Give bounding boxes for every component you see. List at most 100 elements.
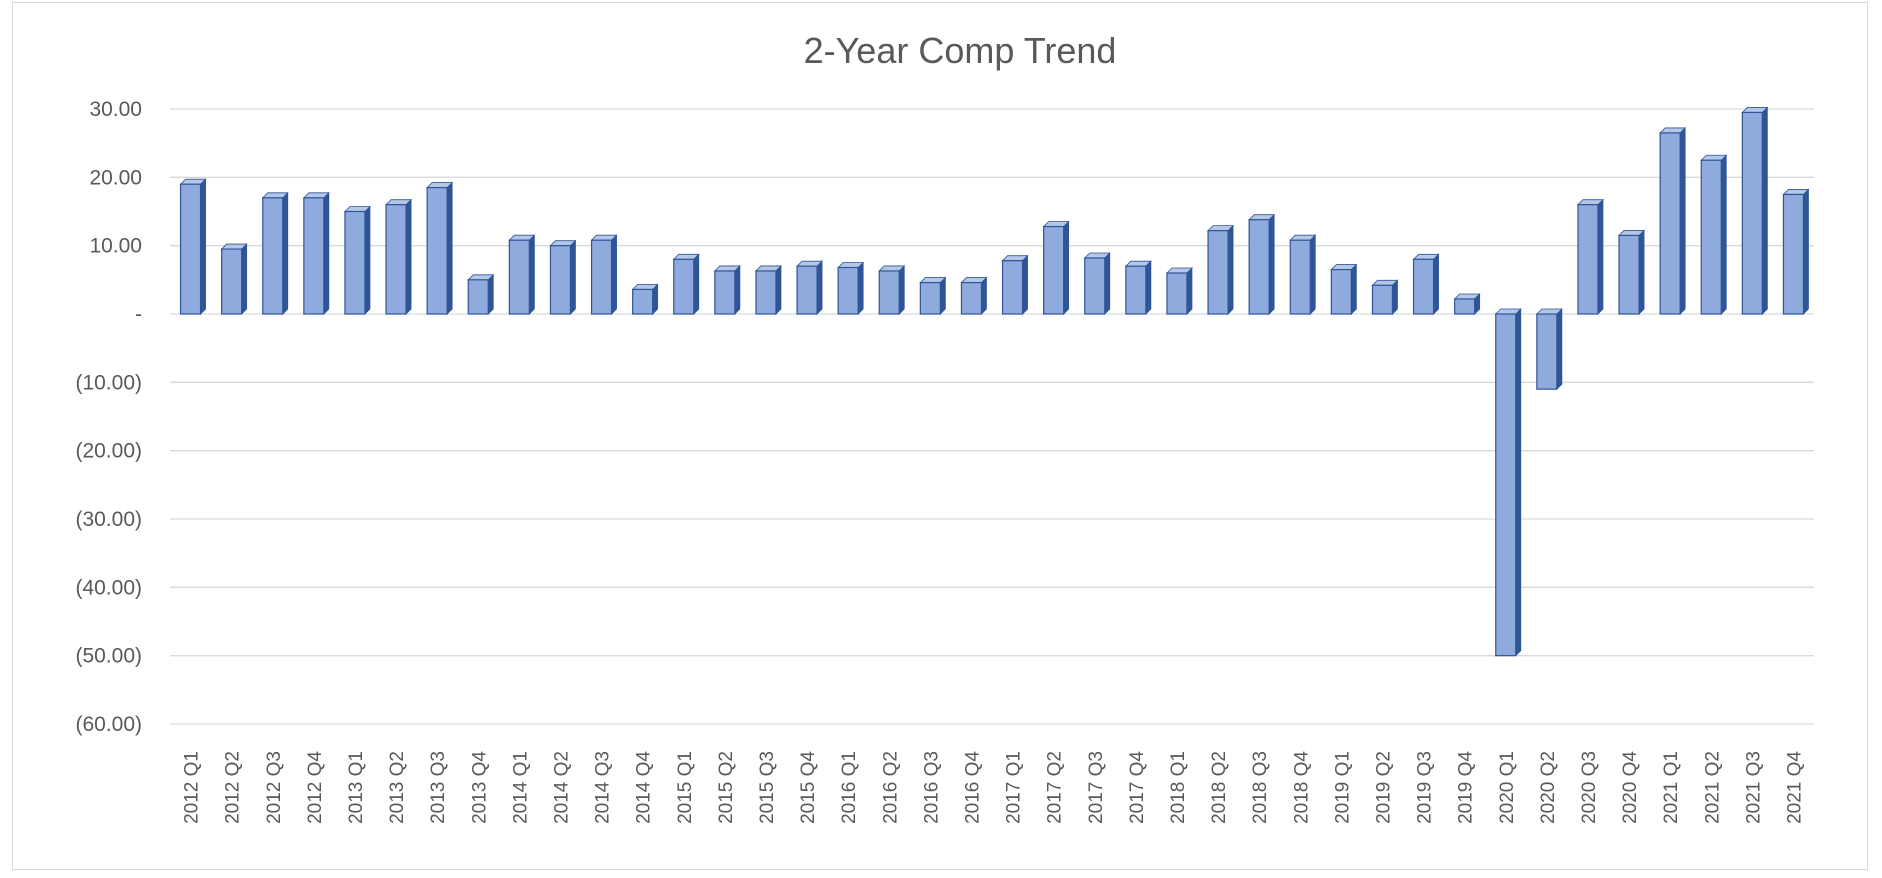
bar-front <box>673 258 695 315</box>
bar-side <box>1597 198 1604 315</box>
bar <box>1576 198 1604 315</box>
bar-front <box>960 281 983 315</box>
bar <box>1659 126 1687 315</box>
x-tick-label: 2016 Q3 <box>921 751 942 824</box>
bar-top <box>1741 107 1769 113</box>
x-tick-label: 2014 Q1 <box>510 751 531 824</box>
chart-canvas: 2-Year Comp Trend 30.00 20.00 10.00 - (10.00… <box>75 30 1814 824</box>
bar-side <box>1433 253 1439 315</box>
x-tick-label: 2021 Q1 <box>1661 751 1682 824</box>
bar-side <box>364 205 371 315</box>
bar <box>508 234 536 315</box>
y-tick-label: 20.00 <box>89 166 142 189</box>
x-tick-label: 2016 Q1 <box>839 751 860 824</box>
bar-top <box>1659 127 1687 134</box>
bar-side <box>1638 229 1645 315</box>
bar-top <box>549 240 577 247</box>
bar-top <box>1289 234 1317 241</box>
y-tick-label: (40.00) <box>75 576 142 599</box>
bar <box>1535 308 1563 391</box>
x-tick-label: 2013 Q3 <box>428 751 449 824</box>
chart-title: 2-Year Comp Trend <box>804 30 1117 71</box>
bar <box>179 178 207 315</box>
x-tick-label: 2020 Q4 <box>1620 751 1641 824</box>
bar <box>960 276 988 315</box>
bar-front <box>1371 284 1394 315</box>
bar-top <box>590 234 618 241</box>
bar-side <box>1803 188 1809 315</box>
x-tick-label: 2018 Q3 <box>1250 751 1271 824</box>
y-tick-label: (60.00) <box>75 713 142 736</box>
bar-front <box>1454 298 1476 315</box>
bar-side <box>241 243 248 315</box>
x-tick-label: 2021 Q2 <box>1702 751 1723 824</box>
x-tick-label: 2012 Q1 <box>182 751 203 824</box>
bar-front <box>837 266 859 315</box>
bar-top <box>1535 308 1563 315</box>
bar-front <box>1741 111 1763 315</box>
bar-top <box>1042 221 1070 227</box>
bar-top <box>1782 189 1810 195</box>
bar-side <box>1679 126 1686 315</box>
bar <box>1207 224 1235 315</box>
bar-front <box>796 265 818 315</box>
bar-top <box>672 253 700 260</box>
bar-top <box>754 265 782 272</box>
x-axis-tick-labels: 2012 Q1 2012 Q2 2012 Q3 2012 Q4 2013 Q1 2013 … <box>182 751 1806 824</box>
bar-front <box>1330 268 1352 315</box>
x-tick-label: 2014 Q2 <box>551 751 572 824</box>
bar-side <box>734 264 741 315</box>
bar <box>672 253 700 315</box>
bar <box>754 264 782 315</box>
bar-front <box>303 197 325 315</box>
bar-top <box>837 262 865 268</box>
bar-side <box>1063 220 1070 315</box>
bar <box>1700 154 1728 315</box>
bar <box>1042 220 1070 315</box>
bar-front <box>262 197 284 315</box>
bar-top <box>302 192 330 199</box>
x-tick-label: 2019 Q4 <box>1456 751 1477 824</box>
y-tick-label: (50.00) <box>75 645 142 668</box>
y-tick-label: - <box>135 303 142 326</box>
bar <box>549 239 577 315</box>
bar-side <box>775 264 782 315</box>
x-tick-label: 2014 Q3 <box>593 751 614 824</box>
bar-side <box>857 261 864 315</box>
bar <box>919 276 947 315</box>
bar <box>385 198 413 315</box>
bar-side <box>1350 263 1357 315</box>
bar <box>426 181 454 315</box>
bar-top <box>1700 154 1728 161</box>
bar-side <box>1104 252 1111 315</box>
bar-front <box>1618 234 1640 315</box>
bar-front <box>1536 313 1558 390</box>
bar-top <box>919 277 947 283</box>
bar <box>302 191 330 315</box>
bar-top <box>1083 252 1111 259</box>
bar-front <box>1084 257 1106 315</box>
bar-front <box>1166 272 1188 315</box>
bar-top <box>960 277 988 283</box>
bar-front <box>426 186 448 315</box>
bar-front <box>632 288 654 315</box>
bar-side <box>939 276 946 315</box>
bar-side <box>323 191 330 315</box>
bar-side <box>1186 267 1193 315</box>
bar-front <box>1207 230 1229 315</box>
bar-side <box>1392 279 1398 315</box>
bar-top <box>1330 264 1358 270</box>
y-tick-label: (30.00) <box>75 508 142 531</box>
bar-side <box>1556 308 1563 391</box>
x-tick-label: 2020 Q3 <box>1579 751 1600 824</box>
bars <box>179 106 1810 657</box>
bar <box>1453 293 1481 315</box>
bar <box>343 205 371 315</box>
x-tick-label: 2012 Q2 <box>223 751 244 824</box>
bar <box>1001 254 1029 315</box>
bar-front <box>344 210 366 315</box>
x-tick-label: 2013 Q1 <box>346 751 367 824</box>
bar <box>631 283 659 315</box>
bar-side <box>1720 154 1727 315</box>
bar <box>1741 106 1769 315</box>
